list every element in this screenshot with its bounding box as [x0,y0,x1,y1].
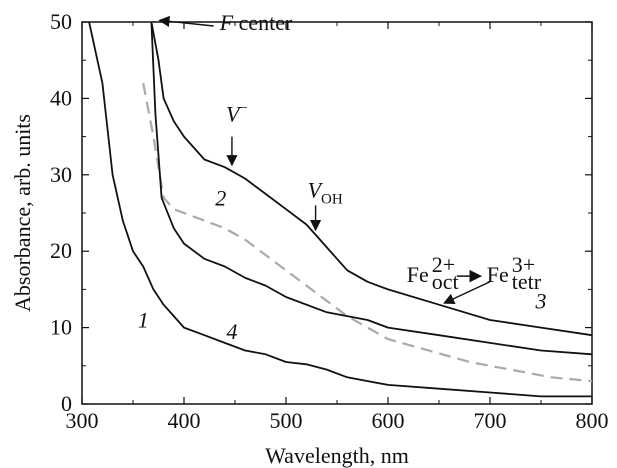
curve-label-1: 1 [138,308,149,333]
y-tick-label-10: 10 [50,315,72,340]
x-tick-label-600: 600 [372,408,405,433]
curve-labels: 1 2 3 4 [138,185,547,344]
y-tick-label-0: 0 [61,391,72,416]
y-tick-label-30: 30 [50,162,72,187]
curve-2 [142,82,593,383]
x-tick-label-800: 800 [576,408,609,433]
x-tick-label-700: 700 [474,408,507,433]
y-tick-label-50: 50 [50,9,72,34]
fe-right-sub: tetr [512,269,542,294]
fe-right-sup: 3+ [512,252,535,277]
curve-label-4: 4 [226,319,237,344]
x-tick-label-400: 400 [168,408,201,433]
y-tick-label-40: 40 [50,85,72,110]
x-tick-label-300: 300 [66,408,99,433]
v-oh-label: VOH [308,178,343,208]
curve-label-2: 2 [215,185,226,210]
curve-1 [88,21,592,398]
y-tick-label-20: 20 [50,238,72,263]
y-axis-ticks: 0 10 20 30 40 50 [50,9,592,416]
curve-4 [150,21,593,356]
curves [88,21,593,398]
fe-left-base: Fe [407,262,429,287]
fe-left-sub: oct [432,269,459,294]
fe-left-sup: 2+ [432,252,455,277]
fe-transition-label: Fe 2+oct Fe 3+tetr [407,252,542,294]
y-axis-title: Absorbance, arb. units [10,114,35,312]
x-axis-ticks: 300 400 500 600 700 800 [66,22,609,433]
f-center-arrow [158,15,214,27]
f-center-label: F center [219,10,293,35]
fe-pointer-arrow [443,281,491,304]
v-minus-label: V− [226,100,248,126]
curve-label-3: 3 [535,289,547,314]
fe-right-base: Fe [487,262,509,287]
curve-3 [150,21,593,337]
x-axis-title: Wavelength, nm [265,443,409,468]
x-tick-label-500: 500 [270,408,303,433]
